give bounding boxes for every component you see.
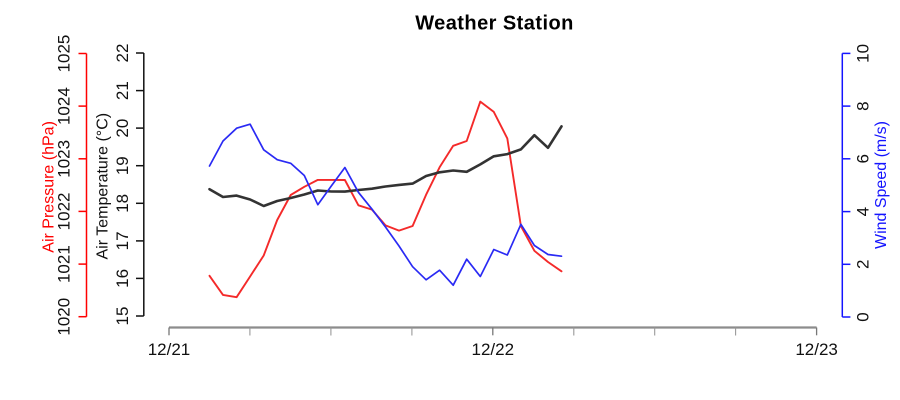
svg-text:Wind Speed (m/s): Wind Speed (m/s) (873, 121, 890, 249)
svg-text:2: 2 (853, 260, 872, 269)
svg-text:0: 0 (853, 312, 872, 321)
svg-text:Air Pressure (hPa): Air Pressure (hPa) (41, 121, 58, 253)
svg-text:19: 19 (113, 156, 132, 175)
svg-text:17: 17 (113, 231, 132, 250)
svg-text:12/22: 12/22 (472, 340, 515, 359)
svg-text:15: 15 (113, 307, 132, 326)
svg-text:4: 4 (853, 207, 872, 216)
svg-text:22: 22 (113, 44, 132, 63)
svg-text:1021: 1021 (55, 245, 74, 283)
svg-text:8: 8 (853, 101, 872, 110)
svg-text:20: 20 (113, 119, 132, 138)
svg-text:12/21: 12/21 (148, 340, 191, 359)
svg-text:21: 21 (113, 81, 132, 100)
svg-text:16: 16 (113, 269, 132, 288)
svg-text:1022: 1022 (55, 192, 74, 230)
svg-text:1025: 1025 (55, 35, 74, 73)
svg-text:10: 10 (853, 44, 872, 63)
svg-text:18: 18 (113, 194, 132, 213)
svg-text:6: 6 (853, 154, 872, 163)
svg-text:12/23: 12/23 (795, 340, 838, 359)
svg-text:1020: 1020 (55, 298, 74, 336)
svg-text:1023: 1023 (55, 140, 74, 178)
svg-text:Weather Station: Weather Station (415, 12, 574, 34)
svg-text:1024: 1024 (55, 87, 74, 125)
svg-text:Air Temperature (°C): Air Temperature (°C) (95, 113, 112, 260)
